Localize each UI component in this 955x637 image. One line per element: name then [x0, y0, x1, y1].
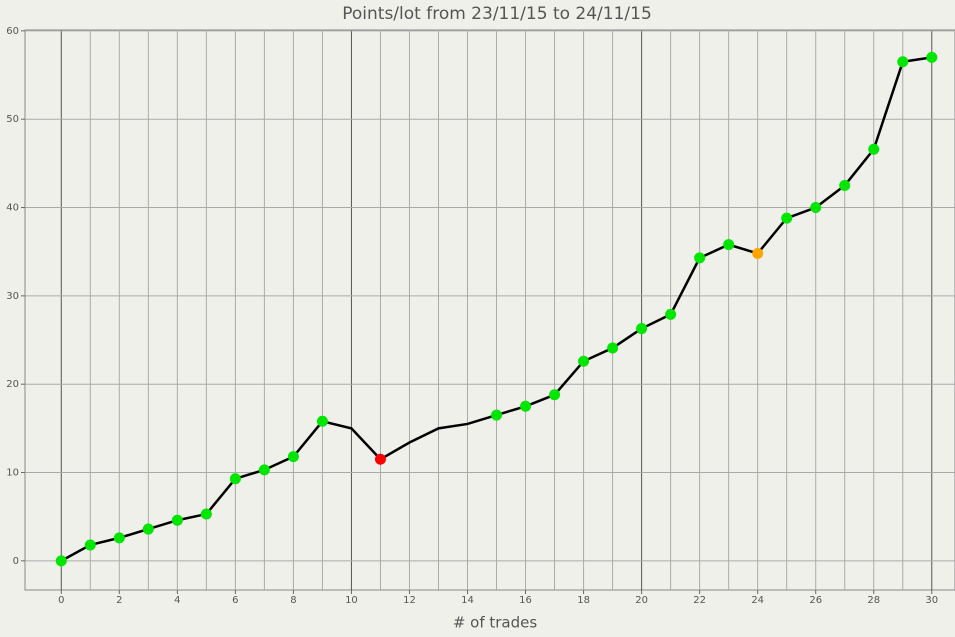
y-tick-label: 30 — [6, 291, 19, 302]
y-tick-label: 20 — [6, 379, 19, 390]
x-tick-label: 28 — [867, 595, 880, 606]
x-tick-label: 20 — [635, 595, 648, 606]
data-point — [113, 532, 125, 544]
x-tick-label: 0 — [58, 595, 64, 606]
data-point — [171, 514, 183, 526]
data-point — [55, 555, 67, 567]
y-tick-label: 40 — [6, 203, 19, 214]
x-tick-label: 26 — [809, 595, 822, 606]
x-axis-label: # of trades — [453, 614, 538, 632]
data-point — [752, 247, 764, 259]
data-point — [549, 389, 561, 401]
y-tick-label: 10 — [6, 468, 19, 479]
chart-title: Points/lot from 23/11/15 to 24/11/15 — [342, 4, 652, 24]
x-tick-label: 12 — [403, 595, 416, 606]
data-point — [723, 239, 735, 251]
data-point — [926, 51, 938, 63]
data-point — [229, 473, 241, 485]
x-tick-label: 14 — [461, 595, 474, 606]
data-point — [665, 308, 677, 320]
data-point — [636, 323, 648, 335]
data-point — [287, 451, 299, 463]
data-point — [84, 539, 96, 551]
x-tick-label: 10 — [345, 595, 358, 606]
data-point — [374, 453, 386, 465]
x-tick-label: 8 — [290, 595, 296, 606]
x-tick-label: 30 — [925, 595, 938, 606]
data-point — [868, 143, 880, 155]
x-tick-label: 16 — [519, 595, 532, 606]
data-point — [491, 409, 503, 421]
data-point — [316, 415, 328, 427]
x-tick-label: 24 — [751, 595, 764, 606]
data-point — [694, 252, 706, 264]
x-tick-label: 22 — [693, 595, 706, 606]
plot-area — [24, 29, 955, 591]
data-point — [520, 400, 532, 412]
x-tick-label: 2 — [116, 595, 122, 606]
data-point — [258, 464, 270, 476]
data-point — [781, 212, 793, 224]
x-tick-label: 6 — [232, 595, 238, 606]
data-point — [578, 355, 590, 367]
data-point — [200, 508, 212, 520]
y-tick-label: 60 — [6, 26, 19, 37]
data-point — [839, 179, 851, 191]
x-tick-label: 18 — [577, 595, 590, 606]
data-point — [897, 56, 909, 68]
data-point — [142, 523, 154, 535]
data-point — [607, 342, 619, 354]
data-point — [810, 202, 822, 214]
y-tick-label: 0 — [13, 556, 19, 567]
y-tick-label: 50 — [6, 114, 19, 125]
x-tick-label: 4 — [174, 595, 180, 606]
